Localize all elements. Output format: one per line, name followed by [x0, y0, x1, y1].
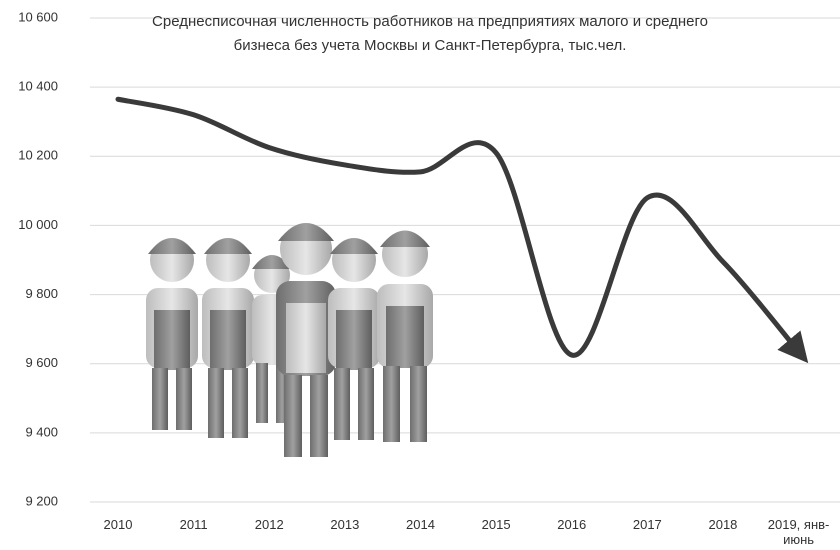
y-tick-label: 9 800: [25, 286, 58, 301]
y-tick-label: 9 200: [25, 493, 58, 508]
x-tick-label: 2017: [609, 517, 685, 532]
x-tick-label: 2015: [458, 517, 534, 532]
y-tick-label: 10 400: [18, 79, 58, 94]
y-tick-label: 10 200: [18, 148, 58, 163]
y-tick-label: 10 600: [18, 9, 58, 24]
y-tick-label: 9 600: [25, 355, 58, 370]
x-tick-label: 2014: [382, 517, 458, 532]
x-tick-label: 2016: [534, 517, 610, 532]
x-tick-label: 2011: [156, 517, 232, 532]
x-tick-label: 2010: [80, 517, 156, 532]
chart-title: Среднесписочная численность работников н…: [90, 10, 770, 58]
y-tick-label: 9 400: [25, 424, 58, 439]
x-tick-label: 2013: [307, 517, 383, 532]
x-tick-label: 2019, янв-июнь: [761, 517, 837, 547]
chart-svg: 9 200 9 400 9 600 9 800 10 000 10 200 10 400 10…: [0, 0, 840, 550]
x-tick-label: 2018: [685, 517, 761, 532]
chart: 9 200 9 400 9 600 9 800 10 000 10 200 10 400 10…: [0, 0, 840, 550]
workers-illustration: [146, 223, 433, 457]
y-tick-label: 10 000: [18, 217, 58, 232]
x-tick-label: 2012: [231, 517, 307, 532]
